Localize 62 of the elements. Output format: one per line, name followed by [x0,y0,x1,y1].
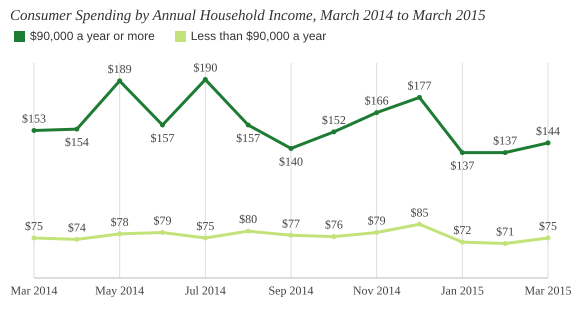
data-label: $80 [239,212,258,226]
point [246,228,251,234]
data-label: $72 [453,223,472,238]
point [374,110,380,116]
point [460,150,465,156]
point [246,122,251,128]
data-label: $166 [364,94,389,108]
data-label: $85 [410,205,428,220]
point [288,146,294,151]
data-label: $74 [68,220,86,234]
point [117,78,122,84]
x-tick-label: Mar 2015 [524,284,572,298]
point [417,222,422,227]
data-label: $157 [150,131,174,146]
data-label: $137 [493,134,518,148]
x-tick-label: Jul 2014 [184,284,226,298]
point [202,236,208,241]
point [288,232,294,238]
data-label: $78 [110,214,129,229]
data-label: $79 [154,214,172,228]
x-tick-label: Jan 2015 [440,284,484,298]
legend-label: $90,000 a year or more [30,29,155,43]
chart-title: Consumer Spending by Annual Household Income, March 2014 to March 2015 [10,8,487,25]
point [32,128,36,134]
legend-label: Less than $90,000 a year [190,29,326,43]
data-label: $189 [108,62,132,76]
point [160,230,165,236]
data-label: $190 [193,60,218,75]
x-tick-label: Mar 2014 [10,284,58,298]
data-label: $137 [450,158,474,173]
point [331,234,336,240]
point [502,150,508,156]
data-label: $77 [282,216,300,230]
data-label: $76 [324,218,343,232]
point [502,241,508,246]
point [417,94,422,100]
data-label: $75 [539,219,557,234]
point [74,126,80,132]
point [32,236,36,241]
data-label: $152 [322,112,346,127]
point [460,240,465,245]
point [160,122,165,128]
x-tick-label: Sep 2014 [268,284,314,298]
data-label: $144 [536,124,560,138]
point [202,77,208,82]
data-label: $79 [368,214,386,228]
data-label: $75 [25,219,43,234]
data-label: $71 [496,224,514,239]
point [74,236,80,242]
data-label: $153 [22,112,46,126]
x-tick-label: May 2014 [95,284,144,298]
data-label: $157 [236,131,260,146]
point [546,236,550,241]
x-tick-label: Nov 2014 [352,284,401,298]
data-label: $75 [196,219,214,234]
point [331,129,336,134]
point [546,140,550,146]
point [117,231,122,236]
data-label: $177 [408,78,432,92]
data-label: $154 [64,135,89,150]
point [374,230,380,236]
data-label: $140 [279,154,303,168]
